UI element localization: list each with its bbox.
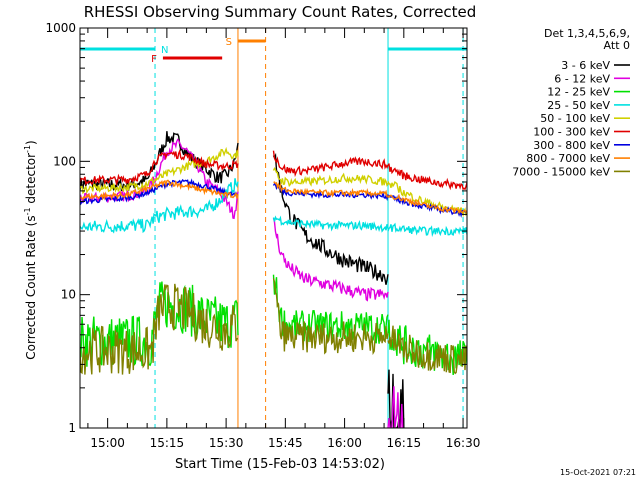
x-tick-label-0: 15:00 [90, 436, 125, 450]
series-line-22 [387, 181, 467, 218]
series-line-10 [272, 217, 389, 302]
svg-text:Corrected Count Rate (s-1 dete: Corrected Count Rate (s-1 detector-1) [23, 140, 38, 359]
series-line-8 [80, 283, 239, 375]
x-tick-label-2: 15:30 [209, 436, 244, 450]
chart-title: RHESSI Observing Summary Count Rates, Co… [84, 3, 477, 21]
y-tick-label-3: 1000 [45, 21, 76, 35]
series-line-18 [387, 369, 405, 428]
footer-timestamp: 15-Oct-2021 07:21 [560, 468, 636, 477]
x-tick-label-6: 16:30 [446, 436, 481, 450]
series-line-6 [80, 178, 239, 206]
series-line-19 [387, 386, 404, 428]
series-layer [80, 131, 467, 428]
series-line-7 [80, 179, 239, 201]
legend-entry-3: 25 - 50 keV [547, 99, 610, 112]
legend-entry-1: 6 - 12 keV [554, 72, 610, 85]
legend-entry-0: 3 - 6 keV [561, 59, 610, 72]
y-tick-label-1: 10 [61, 288, 76, 302]
annotation-label-N: N [161, 45, 168, 56]
series-line-13 [272, 166, 389, 188]
y-tick-label-2: 100 [53, 154, 76, 168]
annotation-layer: NF S [80, 37, 467, 65]
plot-frame [79, 27, 468, 429]
axes-layer: 1 10 100 1000 15:00 15:15 15:30 15:45 16:00 16:15… [45, 21, 480, 450]
series-line-25 [387, 193, 467, 215]
legend-entry-6: 300 - 800 keV [533, 139, 610, 152]
legend-entry-8: 7000 - 15000 keV [512, 165, 610, 178]
legend-entry-5: 100 - 300 keV [533, 126, 610, 139]
series-line-14 [272, 150, 389, 178]
series-line-26 [387, 325, 467, 375]
vertical-markers [154, 28, 464, 428]
x-tick-label-3: 15:45 [268, 436, 303, 450]
legend-entry-2: 12 - 25 keV [547, 86, 610, 99]
legend-entry-7: 800 - 7000 keV [526, 152, 610, 165]
x-tick-label-5: 16:15 [387, 436, 422, 450]
series-line-5 [80, 148, 239, 187]
x-axis-label: Start Time (15-Feb-03 14:53:02) [175, 457, 385, 472]
series-line-21 [387, 222, 467, 238]
x-tick-label-1: 15:15 [150, 436, 185, 450]
y-axis-label: Corrected Count Rate (s-1 detector-1) [23, 140, 38, 359]
annotation-label-F: F [151, 54, 157, 65]
legend-header-1: Att 0 [604, 39, 630, 52]
series-line-16 [273, 181, 389, 198]
series-line-0 [80, 131, 239, 192]
series-line-4 [80, 146, 239, 195]
x-tick-label-4: 16:00 [327, 436, 362, 450]
y-tick-label-0: 1 [68, 421, 76, 435]
annotation-label-S: S [226, 37, 232, 48]
series-line-23 [387, 163, 467, 191]
series-line-11 [272, 274, 389, 344]
legend-header-0: Det 1,3,4,5,6,9, [544, 27, 630, 40]
legend-entry-4: 50 - 100 keV [540, 112, 610, 125]
series-line-3 [80, 178, 239, 234]
series-line-17 [272, 278, 389, 356]
series-line-12 [272, 215, 389, 233]
